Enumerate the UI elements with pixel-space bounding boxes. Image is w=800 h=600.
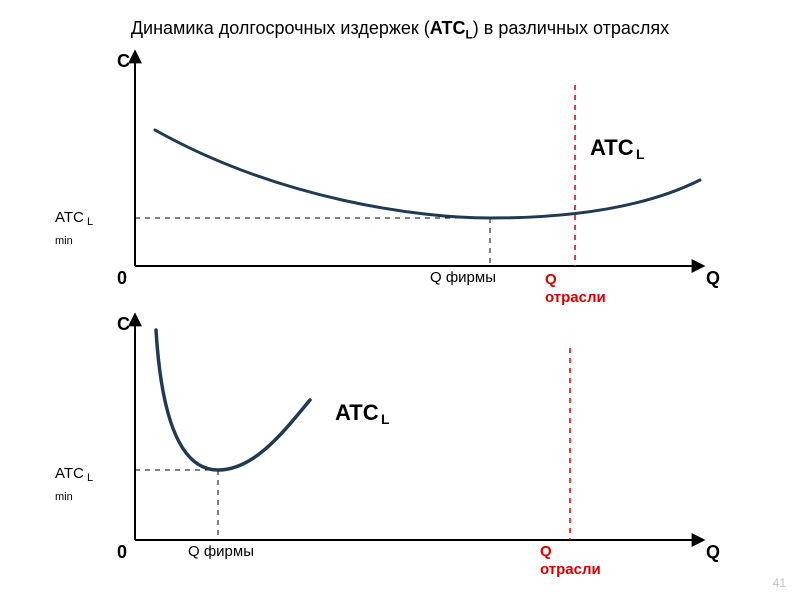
- atc-curve-label-sub: L: [636, 146, 645, 162]
- origin-label: 0: [117, 268, 127, 288]
- atc-curve-label-sub: L: [381, 411, 390, 427]
- q-industry-label-1: Q: [545, 271, 557, 288]
- min-label: min: [55, 491, 73, 503]
- x-axis-label: Q: [706, 268, 720, 288]
- q-industry-label-1: Q: [540, 543, 552, 560]
- atc-curve-label: ATC: [590, 135, 634, 160]
- q-firm-label: Q фирмы: [188, 543, 254, 560]
- q-industry-label-2: отрасли: [545, 289, 606, 306]
- min-label: min: [55, 235, 73, 247]
- atc-curve: [156, 330, 310, 470]
- atc-min-label-sub: L: [87, 472, 93, 484]
- x-axis-label: Q: [706, 542, 720, 562]
- y-axis-label: C: [117, 51, 130, 71]
- atc-curve-label: ATC: [335, 400, 379, 425]
- origin-label: 0: [117, 542, 127, 562]
- atc-min-label: ATC: [55, 465, 84, 482]
- q-firm-label: Q фирмы: [430, 269, 496, 286]
- atc-min-label: ATC: [55, 209, 84, 226]
- y-axis-label: C: [117, 314, 130, 334]
- q-industry-label-2: отрасли: [540, 561, 601, 578]
- atc-min-label-sub: L: [87, 216, 93, 228]
- page-number: 41: [773, 576, 786, 590]
- figure-svg: 0CQATCLATCLminQ фирмыQотрасли0CQATCLATCL…: [0, 0, 800, 600]
